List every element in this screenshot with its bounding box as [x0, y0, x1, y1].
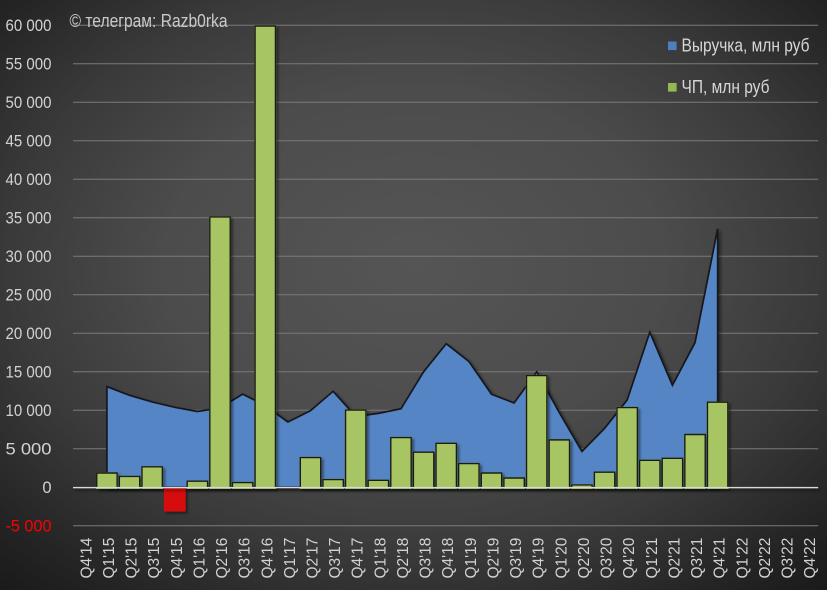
svg-text:Q1'19: Q1'19 — [463, 538, 480, 579]
svg-text:Q1'21: Q1'21 — [644, 538, 661, 579]
svg-text:ЧП, млн руб: ЧП, млн руб — [682, 77, 770, 97]
svg-text:Q1'15: Q1'15 — [101, 538, 118, 579]
svg-text:Q3'16: Q3'16 — [237, 538, 254, 579]
svg-text:Q2'22: Q2'22 — [757, 538, 774, 579]
svg-text:55 000: 55 000 — [6, 55, 52, 73]
svg-text:Q4'16: Q4'16 — [259, 538, 276, 579]
svg-text:Q2'21: Q2'21 — [666, 538, 683, 579]
svg-text:50 000: 50 000 — [6, 94, 52, 112]
svg-text:Q1'17: Q1'17 — [282, 538, 299, 579]
svg-text:Q3'22: Q3'22 — [780, 538, 797, 579]
svg-text:Q3'17: Q3'17 — [327, 538, 344, 579]
svg-text:Выручка, млн руб: Выручка, млн руб — [682, 36, 810, 56]
svg-text:Q2'20: Q2'20 — [576, 537, 593, 578]
svg-text:40 000: 40 000 — [6, 171, 52, 189]
svg-text:Q4'17: Q4'17 — [350, 538, 367, 579]
svg-text:Q4'22: Q4'22 — [802, 538, 819, 579]
svg-text:15 000: 15 000 — [6, 363, 52, 381]
svg-text:60 000: 60 000 — [6, 17, 52, 35]
svg-text:Q1'16: Q1'16 — [191, 538, 208, 579]
svg-text:Q2'19: Q2'19 — [485, 538, 502, 579]
svg-text:Q1'22: Q1'22 — [734, 538, 751, 579]
svg-text:Q4'18: Q4'18 — [440, 538, 457, 579]
svg-text:Q3'19: Q3'19 — [508, 538, 525, 579]
svg-text:Q2'17: Q2'17 — [305, 538, 322, 579]
svg-text:Q4'19: Q4'19 — [531, 538, 548, 579]
svg-text:20 000: 20 000 — [6, 325, 52, 343]
svg-text:10 000: 10 000 — [6, 402, 52, 420]
svg-text:© телеграм: Razb0rka: © телеграм: Razb0rka — [70, 11, 229, 31]
svg-text:Q4'15: Q4'15 — [169, 538, 186, 579]
svg-text:Q3'21: Q3'21 — [689, 538, 706, 579]
svg-text:Q4'21: Q4'21 — [712, 538, 729, 579]
svg-text:Q3'15: Q3'15 — [146, 538, 163, 579]
svg-text:-5 000: -5 000 — [6, 517, 52, 535]
svg-text:Q2'18: Q2'18 — [395, 538, 412, 579]
svg-text:45 000: 45 000 — [6, 132, 52, 150]
svg-text:Q1'20: Q1'20 — [553, 537, 570, 578]
svg-text:30 000: 30 000 — [6, 248, 52, 266]
svg-text:0: 0 — [42, 479, 51, 497]
svg-text:Q2'16: Q2'16 — [214, 538, 231, 579]
svg-text:35 000: 35 000 — [6, 209, 52, 227]
svg-text:Q1'18: Q1'18 — [372, 538, 389, 579]
svg-text:Q4'14: Q4'14 — [78, 537, 95, 578]
svg-text:25 000: 25 000 — [6, 286, 52, 304]
svg-text:5 000: 5 000 — [6, 440, 52, 458]
svg-text:Q3'20: Q3'20 — [599, 537, 616, 578]
svg-text:Q3'18: Q3'18 — [418, 538, 435, 579]
svg-text:Q4'20: Q4'20 — [621, 537, 638, 578]
svg-text:Q2'15: Q2'15 — [124, 538, 141, 579]
